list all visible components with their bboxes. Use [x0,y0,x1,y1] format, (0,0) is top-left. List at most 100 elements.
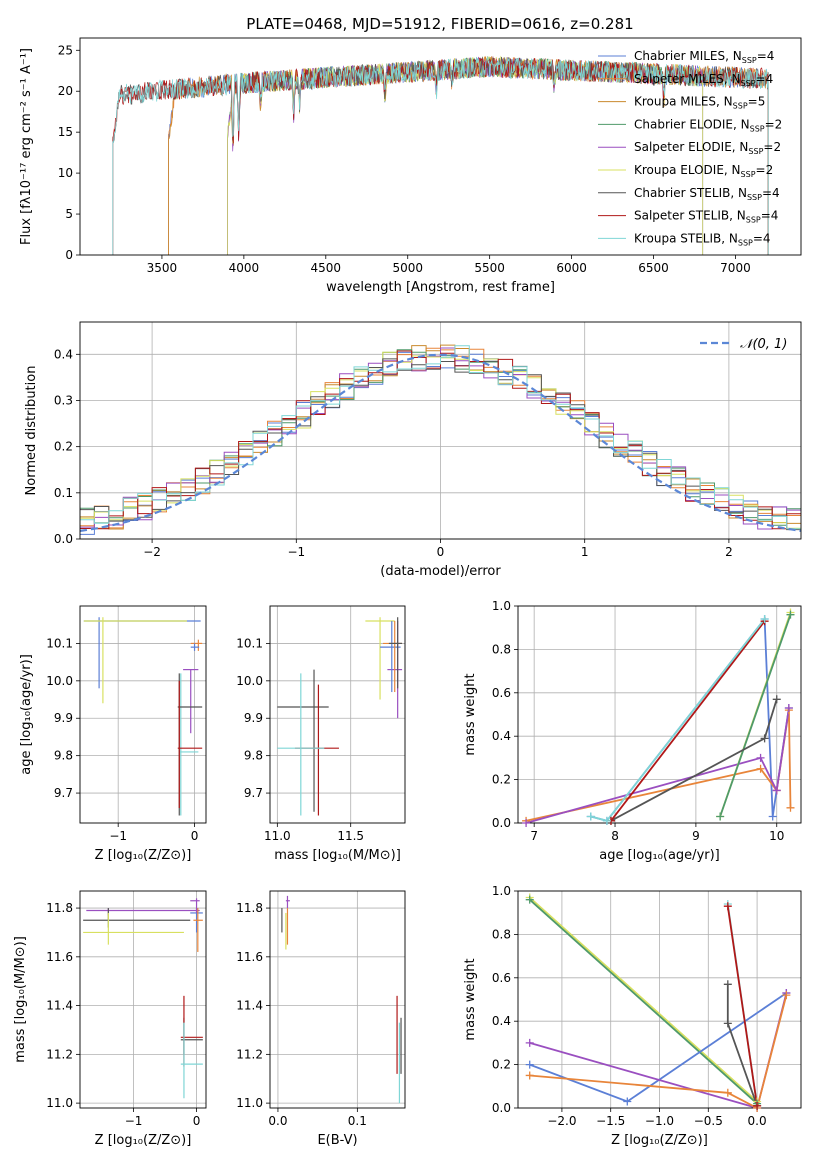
panel-weight_vs_age: 7 8 9 10 0.0 0.2 0.4 0.6 0.8 1.0 age [log₁₀(age/yr… [463,599,802,863]
histogram-step [80,345,801,530]
x-tick-label: −1 [287,545,305,559]
legend-sub: SSP [738,238,753,247]
y-tick-label: 10.0 [46,674,73,688]
x-tick-label: 11.5 [337,829,364,843]
ticks: 3500 4000 4500 5000 5500 6000 6500 7000 0 5 10 15 20… [58,43,751,275]
y-axis-label: mass weight [463,673,478,755]
axes-frame [79,37,802,256]
legend-tail: =4 [753,231,771,245]
spectrum-line [112,57,769,255]
plot-area [83,617,203,816]
legend-sub: SSP [748,147,763,156]
weight-marker [723,980,732,989]
legend-sub: SSP [750,124,765,133]
x-tick-label: 0 [193,1114,201,1128]
y-tick-label: 0.0 [54,532,73,546]
y-tick-label: 5 [65,207,73,221]
x-tick-label: 11.0 [264,829,291,843]
chart-title: PLATE=0468, MJD=51912, FIBERID=0616, z=0… [246,15,633,33]
y-tick-label: 1.0 [492,884,511,898]
weight-marker [525,1060,534,1069]
y-tick-label: 11.6 [236,950,263,964]
legend-sub: SSP [747,193,762,202]
grid-lines [80,606,206,823]
y-tick-label: 0.4 [492,729,511,743]
weight-marker [782,991,791,1000]
y-tick-label: 0.6 [492,971,511,985]
y-tick-label: 1.0 [492,599,511,613]
y-tick-label: 11.2 [46,1047,73,1061]
plot-area [112,55,769,255]
ticks: −1 0 9.7 9.8 9.9 10.0 10.1 [46,636,198,843]
weight-marker [756,764,765,773]
legend-entry: Kroupa ELODIE, NSSP=2 [634,163,773,179]
y-tick-label: 0.2 [492,1058,511,1072]
panel-weight_vs_Z: −2.0 −1.5 −1.0 −0.5 0.0 0.0 0.2 0.4 0.6 0.8 1.0 Z [… [463,884,802,1148]
legend-name: Kroupa STELIB, N [634,231,738,245]
x-tick-label: 0.1 [348,1114,367,1128]
weight-marker [716,812,725,821]
y-tick-label: 9.9 [244,711,263,725]
ticks: −2 −1 0 1 2 0.0 0.1 0.2 0.3 0.4 [54,347,733,559]
legend-tail: =2 [756,163,774,177]
x-axis-label: wavelength [Angstrom, rest frame] [326,280,555,295]
weight-marker [772,695,781,704]
spectrum-line [112,57,769,255]
weight-line [726,906,758,1106]
legend-tail: =5 [748,95,766,109]
plot-area [281,895,402,1104]
legend-tail: =2 [765,117,783,131]
weight-marker [723,1019,732,1028]
weight-marker [525,1038,534,1047]
x-tick-label: 1 [581,545,589,559]
weight-line [610,620,766,822]
y-axis-label: Flux [fλ10⁻¹⁷ erg cm⁻² s⁻¹ A⁻¹] [19,48,34,245]
y-tick-label: 0.6 [492,686,511,700]
legend-entry: Kroupa STELIB, NSSP=4 [634,231,771,247]
x-axis-label: mass [log₁₀(M/M⊙)] [274,848,401,863]
weight-marker [760,734,769,743]
x-tick-label: 3500 [147,261,178,275]
weight-marker [784,703,793,712]
legend-sub: SSP [741,79,756,88]
legend-tail: =2 [763,140,781,154]
y-tick-label: 20 [58,84,73,98]
x-tick-label: −1.0 [645,1114,674,1128]
x-axis-label: E(B-V) [317,1133,357,1148]
x-axis-label: age [log₁₀(age/yr)] [599,848,720,863]
y-tick-label: 11.6 [46,950,73,964]
axes-frame [79,605,207,824]
x-tick-label: 0.0 [748,1114,767,1128]
ticks: 0.0 0.1 11.0 11.2 11.4 11.6 11.8 [236,901,367,1128]
legend-sub: SSP [733,102,748,111]
y-tick-label: 10.0 [236,674,263,688]
legend-sub: SSP [746,216,761,225]
y-tick-label: 9.8 [54,749,73,763]
weight-marker [786,610,795,619]
panel-spectrum: 3500 4000 4500 5000 5500 6000 6500 7000 0 5 10 15 20… [19,37,802,295]
y-tick-label: 11.8 [236,901,263,915]
legend-name: Kroupa MILES, N [634,95,733,109]
x-axis-label: Z [log₁₀(Z/Z⊙)] [95,848,192,863]
weight-marker [753,1101,762,1110]
x-tick-label: 4500 [311,261,342,275]
y-tick-label: 9.7 [54,786,73,800]
y-tick-label: 11.8 [46,901,73,915]
weight-line [525,707,790,823]
y-tick-label: 11.0 [236,1096,263,1110]
axes-frame [79,321,802,540]
weight-marker [586,812,595,821]
legend-name: Salpeter MILES, N [634,72,741,86]
y-tick-label: 9.8 [244,749,263,763]
axes-frame [269,890,406,1109]
panel-mass_vs_ebv: 0.0 0.1 11.0 11.2 11.4 11.6 11.8 E(B-V) [236,890,406,1148]
weight-marker [623,1097,632,1106]
legend-entry: Salpeter ELODIE, NSSP=2 [634,140,781,156]
weight-marker [525,895,534,904]
x-tick-label: 10 [769,829,784,843]
ticks: −1 0 11.0 11.2 11.4 11.6 11.8 [46,901,200,1128]
legend-entry: Chabrier STELIB, NSSP=4 [634,186,780,202]
